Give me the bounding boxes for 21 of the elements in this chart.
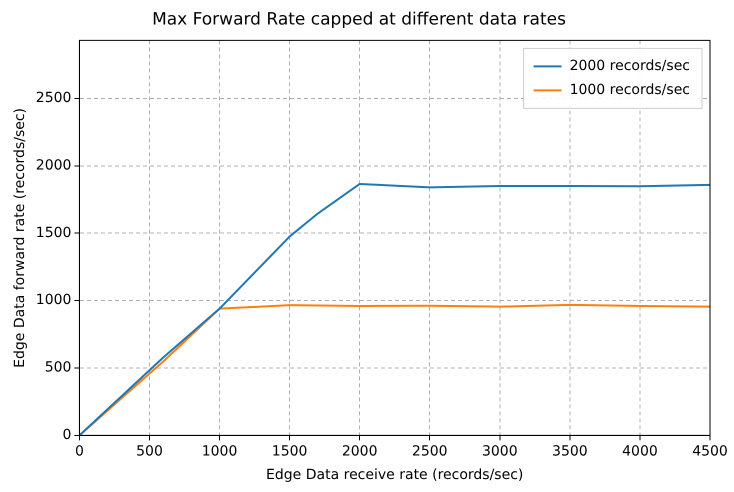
y-tick-label: 1500 <box>36 224 72 241</box>
x-tick-label: 500 <box>136 443 163 460</box>
x-tick-label: 0 <box>74 443 84 460</box>
x-axis-title: Edge Data receive rate (records/sec) <box>266 467 524 484</box>
y-tick-label: 0 <box>62 427 72 444</box>
y-axis-title: Edge Data forward rate (records/sec) <box>12 108 28 368</box>
y-tick-label: 2000 <box>36 157 72 174</box>
y-tick-label: 500 <box>44 360 72 376</box>
legend-label: 2000 records/sec <box>570 58 690 74</box>
x-tick-label: 4000 <box>622 443 658 460</box>
y-tick-label: 1000 <box>36 292 72 308</box>
legend-label: 1000 records/sec <box>570 82 690 98</box>
x-tick-label: 3500 <box>552 443 588 460</box>
x-tick-label: 4500 <box>692 443 728 460</box>
chart-title: Max Forward Rate capped at different data rates <box>152 10 566 30</box>
x-tick-label: 1500 <box>272 443 308 460</box>
y-tick-label: 2500 <box>36 90 72 106</box>
x-tick-label: 2000 <box>342 443 378 460</box>
x-tick-label: 2500 <box>412 443 448 460</box>
x-tick-label: 3000 <box>482 443 518 460</box>
x-tick-label: 1000 <box>202 443 238 460</box>
